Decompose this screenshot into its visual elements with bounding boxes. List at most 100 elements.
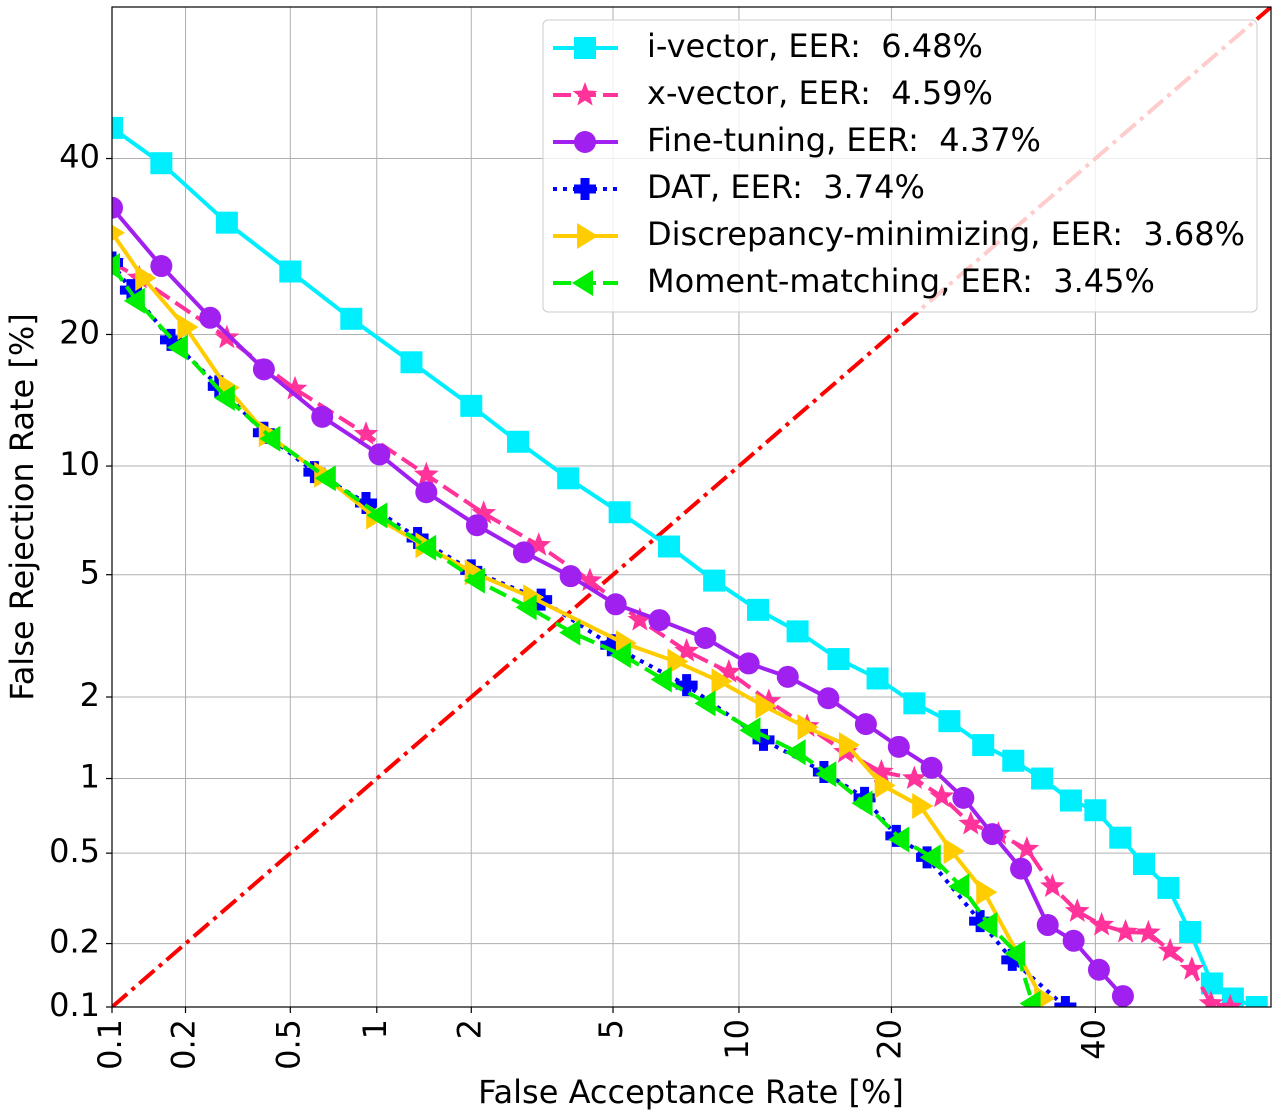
legend-box — [542, 19, 1258, 313]
data-point — [159, 328, 182, 351]
legend-marker — [574, 131, 596, 153]
data-point — [981, 823, 1004, 846]
data-point — [1064, 898, 1090, 922]
x-tick-label: 0.2 — [165, 1019, 203, 1070]
data-point — [887, 735, 910, 758]
data-point — [797, 714, 819, 741]
data-point — [112, 116, 123, 139]
x-tick-label: 5 — [592, 1019, 630, 1039]
data-point — [1109, 826, 1132, 849]
data-point — [1040, 873, 1065, 898]
data-point — [1198, 990, 1224, 1007]
legend-label: i-vector, EER: 6.48% — [647, 27, 983, 65]
data-point — [135, 264, 157, 291]
data-point — [919, 844, 941, 871]
data-point — [838, 732, 860, 759]
data-point — [150, 255, 173, 278]
data-point — [1019, 990, 1041, 1007]
data-point — [815, 761, 837, 788]
y-tick-label: 1 — [80, 758, 100, 796]
data-point — [150, 152, 173, 175]
data-point — [1132, 852, 1155, 875]
data-point — [1200, 972, 1223, 995]
data-point — [415, 481, 438, 504]
data-point — [943, 838, 965, 865]
legend-marker — [574, 178, 596, 200]
x-tick-label: 1 — [356, 1019, 394, 1039]
x-tick-label: 0.5 — [269, 1019, 307, 1070]
data-point — [756, 688, 782, 712]
data-point — [674, 638, 699, 662]
legend-label: Fine-tuning, EER: 4.37% — [647, 121, 1041, 159]
data-point — [1179, 920, 1202, 943]
data-point — [888, 826, 910, 853]
data-point — [112, 196, 123, 219]
data-point — [400, 351, 423, 374]
data-point — [123, 287, 145, 314]
y-tick-label: 10 — [59, 445, 100, 483]
y-tick-label: 2 — [80, 676, 100, 714]
data-point — [903, 692, 926, 715]
data-point — [1111, 985, 1134, 1007]
data-point — [215, 211, 238, 234]
data-point — [703, 569, 726, 592]
data-point — [667, 648, 689, 675]
plot-frame — [111, 6, 1272, 1008]
data-point — [1031, 767, 1054, 790]
data-point — [526, 532, 552, 556]
data-point — [866, 667, 889, 690]
data-point — [912, 792, 934, 819]
data-point — [827, 648, 850, 671]
y-tick-label: 0.5 — [49, 832, 100, 870]
data-point — [938, 710, 961, 733]
data-point — [1113, 918, 1138, 943]
data-point — [465, 514, 488, 537]
legend-label: Discrepancy-minimizing, EER: 3.68% — [647, 215, 1245, 253]
legend-marker — [577, 223, 598, 249]
data-point — [976, 879, 998, 906]
data-point — [1054, 996, 1077, 1007]
data-point — [600, 634, 623, 657]
data-point — [1036, 914, 1059, 937]
data-point — [755, 692, 777, 719]
data-point — [112, 253, 120, 280]
data-point — [252, 358, 275, 381]
legend-label: Moment-matching, EER: 3.45% — [647, 262, 1155, 300]
data-point — [199, 306, 222, 329]
data-point — [901, 765, 927, 790]
data-point — [786, 620, 809, 643]
axes: 0.1 0.2 0.5 1 2 5 10 20 40 0.1 0.2 0.5 1 2 5 10 20 40 — [49, 138, 1112, 1070]
data-point — [1014, 836, 1040, 860]
data-point — [460, 394, 483, 417]
data-point — [627, 607, 653, 631]
data-point — [1179, 956, 1205, 980]
data-point — [1217, 994, 1243, 1007]
data-point — [1157, 876, 1180, 899]
data-point — [920, 756, 943, 779]
data-point — [869, 758, 894, 783]
data-point — [311, 405, 334, 428]
data-point — [1084, 799, 1107, 822]
data-point — [851, 790, 873, 817]
data-point — [259, 425, 281, 452]
legend: i-vector, EER: 6.48% x-vector, EER: 4.59%… — [542, 19, 1258, 313]
data-point — [413, 461, 439, 486]
data-point — [177, 314, 199, 341]
data-point — [658, 535, 681, 558]
y-tick-label: 0.1 — [49, 986, 100, 1024]
data-point — [711, 668, 733, 695]
data-point — [739, 717, 761, 744]
x-tick-label: 0.1 — [91, 1019, 129, 1070]
y-tick-label: 0.2 — [49, 923, 100, 961]
y-tick-label: 40 — [59, 138, 100, 176]
data-point — [1059, 789, 1082, 812]
data-point — [958, 810, 984, 835]
data-point — [1157, 937, 1183, 962]
data-point — [530, 588, 553, 611]
y-tick-label: 5 — [80, 554, 100, 592]
data-point — [1087, 958, 1110, 981]
data-point — [559, 565, 582, 588]
data-point — [1010, 857, 1033, 880]
